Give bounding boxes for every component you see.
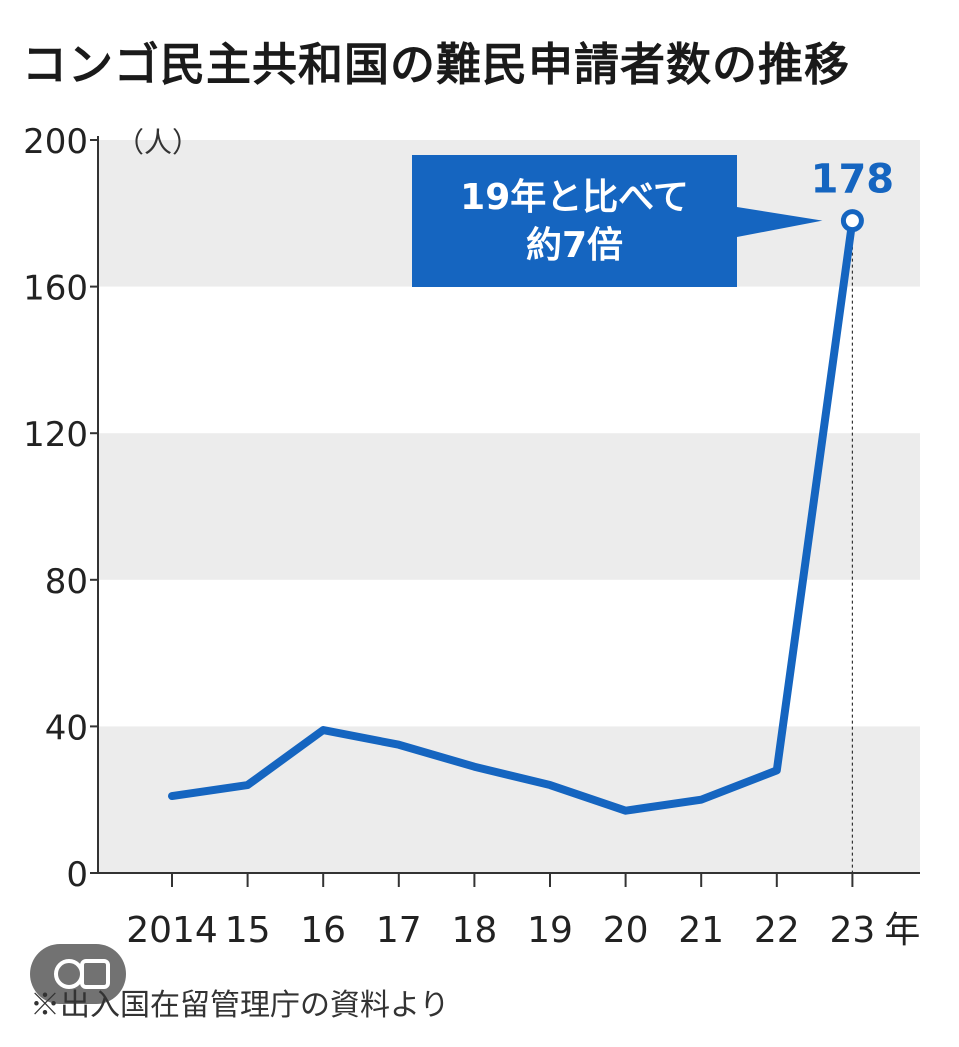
x-tick-label: 21 — [678, 910, 724, 951]
data-point — [471, 763, 478, 770]
data-point — [698, 796, 705, 803]
x-tick-label: 16 — [300, 910, 346, 951]
x-tick-label: 17 — [376, 910, 422, 951]
x-tick-label: 18 — [451, 910, 497, 951]
data-point — [395, 741, 402, 748]
y-axis-unit: （人） — [116, 126, 200, 159]
y-tick-label: 120 — [23, 415, 88, 455]
data-point — [169, 793, 175, 800]
callout-text: 約7倍 — [526, 225, 623, 266]
y-tick-label: 40 — [45, 708, 88, 748]
y-tick-label: 80 — [45, 562, 88, 602]
x-tick-label: 2014 — [126, 910, 218, 951]
data-point — [244, 782, 251, 789]
x-tick-label: 23 — [829, 910, 875, 951]
callout-box — [412, 155, 823, 287]
highlight-point — [840, 209, 864, 233]
data-point — [622, 807, 629, 814]
grid-band — [98, 726, 920, 873]
data-point — [320, 727, 327, 734]
x-tick-label: 20 — [603, 910, 649, 951]
callout-text: 19年と比べて — [460, 177, 689, 218]
data-point — [773, 767, 780, 774]
image-search-icon[interactable] — [30, 944, 126, 1004]
x-tick-label: 15 — [225, 910, 271, 951]
y-tick-label: 200 — [23, 122, 88, 162]
highlight-value-label: 178 — [811, 157, 895, 203]
x-tick-label: 22 — [754, 910, 800, 951]
x-axis-unit: 年 — [884, 910, 920, 951]
series-line — [168, 216, 857, 815]
source-note: ※出入国在留管理庁の資料より — [30, 988, 450, 1023]
data-point — [547, 782, 553, 789]
x-tick-label: 19 — [527, 910, 573, 951]
y-tick-label: 0 — [66, 855, 88, 895]
y-tick-label: 160 — [23, 269, 88, 309]
chart-title: コンゴ民主共和国の難民申請者数の推移 — [22, 38, 851, 91]
grid-band — [98, 433, 920, 580]
